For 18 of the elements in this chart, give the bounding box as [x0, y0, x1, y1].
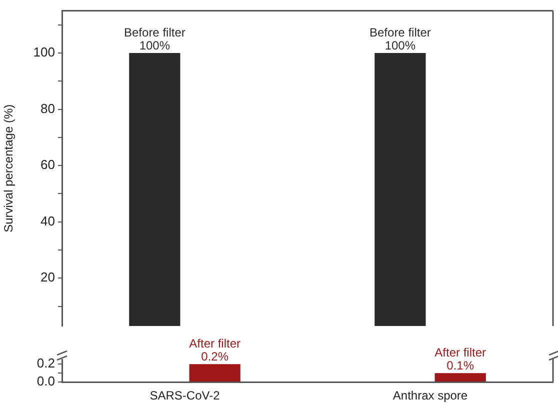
- text: After filter: [189, 336, 241, 350]
- y-tick-label: 20: [40, 270, 55, 285]
- text: Before filter: [369, 25, 431, 40]
- x-tick-label: Anthrax spore: [392, 388, 468, 403]
- y-tick-label: 0.2: [36, 356, 55, 371]
- y-tick-label: 80: [40, 100, 55, 116]
- x-tick-label: SARS-CoV-2: [150, 388, 220, 403]
- y-tick-label: 60: [40, 157, 55, 172]
- data-label: 0.1%: [446, 358, 474, 372]
- series-label: After filter: [434, 345, 486, 360]
- data-label: 100%: [384, 38, 416, 52]
- data-label: 100%: [139, 38, 170, 52]
- y-tick-label: 40: [40, 213, 55, 228]
- y-axis-title: Survival percentage (%): [2, 104, 16, 232]
- y-tick-label: 0.0: [36, 374, 55, 389]
- data-label: 0.2%: [201, 349, 229, 364]
- series-label: Before filter: [124, 25, 186, 40]
- y-tick-label: 100: [33, 44, 55, 60]
